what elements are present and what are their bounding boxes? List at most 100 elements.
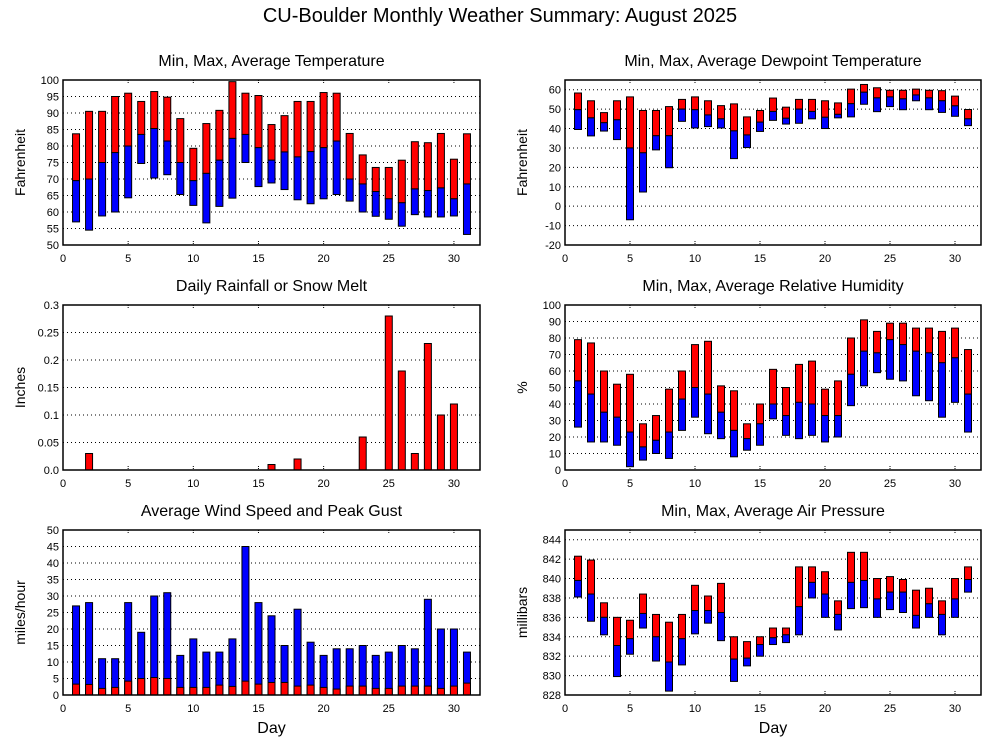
y-tick-label: 25: [47, 608, 59, 620]
bar-min-segment: [678, 638, 686, 666]
x-tick-label: 15: [252, 703, 264, 715]
bar-min-segment: [808, 110, 816, 120]
x-tick-label: 30: [448, 478, 460, 490]
bar-max-segment: [860, 319, 868, 352]
x-tick-label: 5: [125, 253, 131, 265]
bar-min-segment: [691, 610, 699, 635]
bar-min-segment: [847, 373, 855, 407]
chart-dewpoint: Min, Max, Average Dewpoint Temperature -2…: [514, 53, 982, 265]
x-tick-label: 20: [819, 703, 831, 715]
bar-min-segment: [886, 339, 894, 380]
x-tick-label: 30: [949, 478, 961, 490]
bar-min-segment: [743, 134, 751, 149]
bar-max-segment: [691, 344, 699, 389]
bar-average-wind: [111, 686, 120, 696]
bar-min-segment: [795, 606, 803, 636]
bar-average-wind: [241, 680, 250, 696]
bar-max-segment: [873, 578, 881, 600]
bar-min-segment: [587, 593, 595, 622]
bar-max-segment: [665, 621, 673, 663]
chart-title: Min, Max, Average Air Pressure: [661, 503, 885, 520]
bar-min-segment: [795, 108, 803, 124]
bar-min-segment: [756, 423, 764, 446]
bar-min-segment: [951, 598, 959, 618]
bar-max-segment: [85, 110, 94, 180]
bar-max-segment: [730, 103, 738, 132]
x-tick-label: 10: [187, 478, 199, 490]
bar-min-segment: [639, 446, 647, 461]
y-tick-label: 0: [53, 690, 59, 702]
y-tick-label: 5: [53, 674, 59, 686]
chart-humidity: Min, Max, Average Relative Humidity 0 10 20…: [514, 278, 982, 490]
bar-max-segment: [730, 390, 738, 431]
bar-min-segment: [228, 137, 237, 199]
bar-max-segment: [860, 551, 868, 581]
bar-min-segment: [704, 610, 712, 624]
chart-title: Average Wind Speed and Peak Gust: [141, 503, 403, 520]
y-tick-label: 55: [47, 224, 59, 236]
y-tick-label: 90: [549, 317, 561, 329]
bar-max-segment: [938, 330, 946, 364]
bar-max-segment: [769, 627, 777, 639]
bar-min-segment: [717, 411, 725, 440]
bar-max-segment: [795, 363, 803, 403]
bar-max-segment: [808, 98, 816, 112]
bar-min-segment: [860, 579, 868, 609]
bar-average-wind: [98, 687, 107, 696]
bar-min-segment: [769, 110, 777, 121]
bar-max-segment: [925, 327, 933, 354]
bar-min-segment: [704, 114, 712, 128]
x-tick-label: 0: [562, 478, 568, 490]
y-tick-label: 10: [549, 182, 561, 194]
x-tick-label: 15: [252, 253, 264, 265]
bar-max-segment: [280, 115, 289, 153]
bar-max-segment: [730, 636, 738, 660]
bar-max-segment: [691, 584, 699, 612]
chart-title: Min, Max, Average Temperature: [158, 53, 384, 70]
bar-max-segment: [847, 551, 855, 583]
x-tick-label: 25: [383, 253, 395, 265]
bar-max-segment: [626, 373, 634, 433]
bar-min-segment: [808, 581, 816, 599]
bar-min-segment: [98, 162, 107, 217]
bar-min-segment: [293, 156, 302, 201]
y-tick-label: 20: [549, 432, 561, 444]
bar-max-segment: [821, 100, 829, 118]
bar-max-segment: [639, 593, 647, 614]
bar-max-segment: [743, 423, 751, 440]
bar-max-segment: [267, 124, 276, 161]
y-tick-label: 828: [543, 690, 561, 702]
bar-min-segment: [436, 187, 445, 218]
bar-max-segment: [808, 566, 816, 583]
y-axis-label: %: [514, 381, 530, 393]
chart-title: Daily Rainfall or Snow Melt: [176, 278, 368, 295]
bar-average-wind: [215, 684, 224, 696]
chart-title: Min, Max, Average Relative Humidity: [642, 278, 903, 295]
bar-max-segment: [176, 118, 185, 163]
bar-min-segment: [912, 350, 920, 397]
bar-max-segment: [899, 322, 907, 346]
bar-min-segment: [600, 411, 608, 443]
x-tick-label: 15: [754, 478, 766, 490]
chart-title: Min, Max, Average Dewpoint Temperature: [624, 53, 921, 70]
bar-min-segment: [345, 178, 354, 202]
y-tick-label: 836: [543, 612, 561, 624]
chart-pressure: Min, Max, Average Air Pressure 828 830 832 8…: [514, 503, 982, 737]
y-tick-label: 10: [549, 449, 561, 461]
bar-max-segment: [639, 423, 647, 448]
bar-max-segment: [847, 337, 855, 375]
bar-min-segment: [280, 151, 289, 191]
bar-max-segment: [150, 91, 159, 130]
bar-average-wind: [150, 677, 159, 696]
bar-max-segment: [912, 88, 920, 96]
bar-min-segment: [925, 352, 933, 402]
bar-average-wind: [332, 688, 341, 696]
bar-rainfall: [85, 453, 94, 471]
bar-min-segment: [626, 147, 634, 221]
bar-average-wind: [306, 684, 315, 696]
bar-peak-gust: [449, 628, 458, 696]
bar-max-segment: [215, 109, 224, 161]
bar-average-wind: [267, 681, 276, 696]
bar-max-segment: [332, 92, 341, 142]
bar-max-segment: [951, 578, 959, 600]
